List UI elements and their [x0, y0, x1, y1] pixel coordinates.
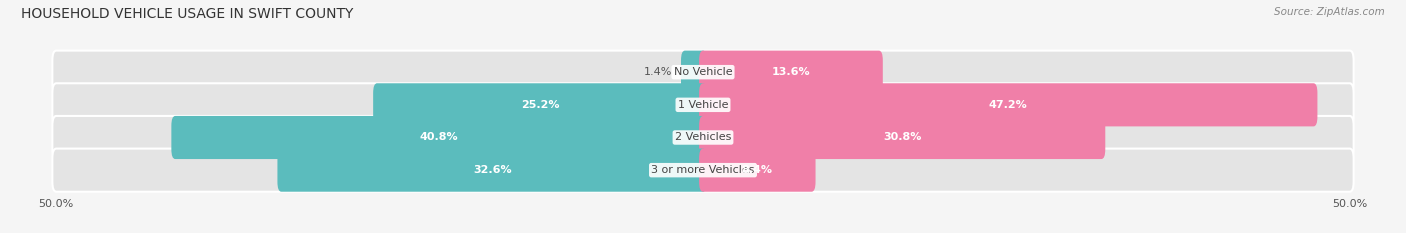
- Text: 3 or more Vehicles: 3 or more Vehicles: [651, 165, 755, 175]
- FancyBboxPatch shape: [699, 83, 1317, 126]
- FancyBboxPatch shape: [699, 149, 815, 192]
- FancyBboxPatch shape: [52, 83, 1354, 126]
- Text: 1.4%: 1.4%: [644, 67, 672, 77]
- FancyBboxPatch shape: [172, 116, 707, 159]
- Text: HOUSEHOLD VEHICLE USAGE IN SWIFT COUNTY: HOUSEHOLD VEHICLE USAGE IN SWIFT COUNTY: [21, 7, 353, 21]
- Text: 40.8%: 40.8%: [420, 133, 458, 143]
- Text: No Vehicle: No Vehicle: [673, 67, 733, 77]
- Text: 2 Vehicles: 2 Vehicles: [675, 133, 731, 143]
- FancyBboxPatch shape: [699, 51, 883, 94]
- FancyBboxPatch shape: [699, 116, 1105, 159]
- FancyBboxPatch shape: [277, 149, 707, 192]
- FancyBboxPatch shape: [52, 116, 1354, 159]
- FancyBboxPatch shape: [681, 51, 707, 94]
- Text: 8.4%: 8.4%: [742, 165, 773, 175]
- Text: 32.6%: 32.6%: [472, 165, 512, 175]
- Text: Source: ZipAtlas.com: Source: ZipAtlas.com: [1274, 7, 1385, 17]
- Text: 30.8%: 30.8%: [883, 133, 921, 143]
- FancyBboxPatch shape: [52, 51, 1354, 94]
- FancyBboxPatch shape: [373, 83, 707, 126]
- Text: 1 Vehicle: 1 Vehicle: [678, 100, 728, 110]
- Text: 47.2%: 47.2%: [988, 100, 1028, 110]
- FancyBboxPatch shape: [52, 149, 1354, 192]
- Text: 25.2%: 25.2%: [520, 100, 560, 110]
- Text: 13.6%: 13.6%: [772, 67, 810, 77]
